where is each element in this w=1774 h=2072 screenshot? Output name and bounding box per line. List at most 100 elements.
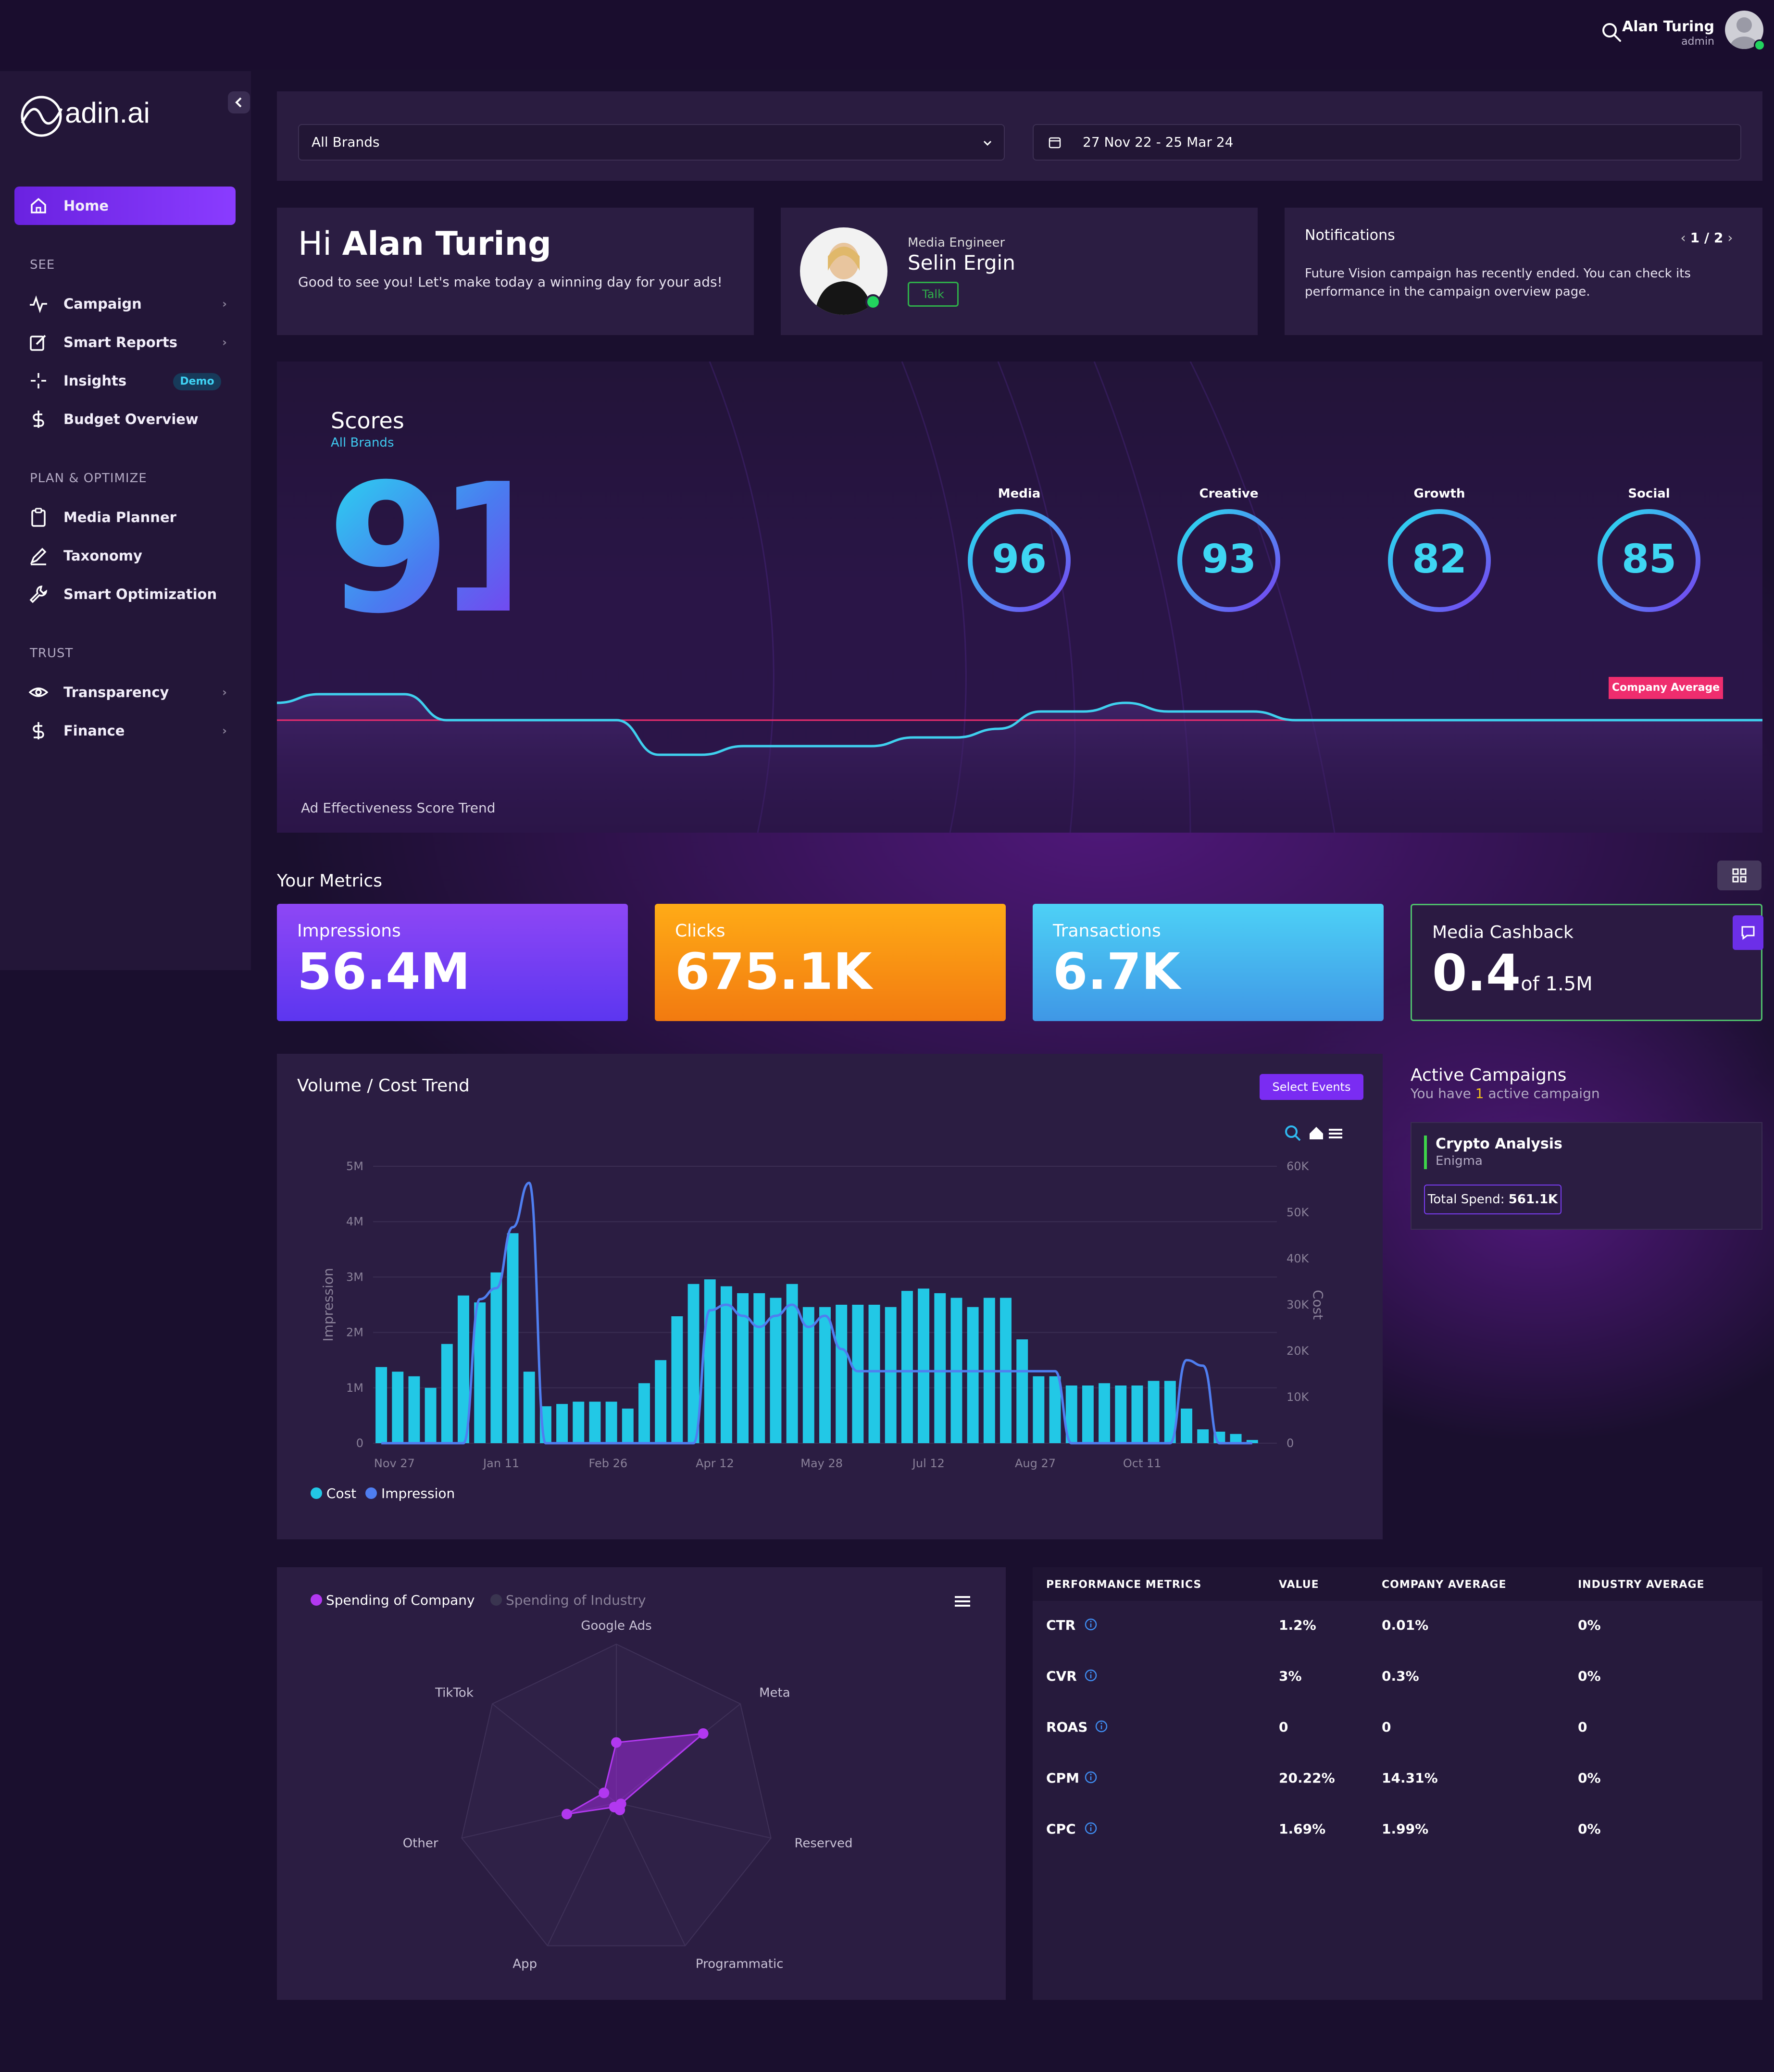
cost-bar[interactable] [852, 1305, 864, 1443]
cost-bar[interactable] [638, 1383, 650, 1443]
impression-line [381, 1182, 1252, 1445]
info-icon[interactable] [1095, 1720, 1108, 1736]
cost-bar[interactable] [523, 1372, 535, 1443]
cost-bar[interactable] [720, 1286, 732, 1443]
campaign-card[interactable] [1411, 1122, 1762, 1230]
info-icon[interactable] [1085, 1669, 1097, 1685]
legend-cost[interactable]: Cost [326, 1485, 357, 1501]
sidebar-item-finance[interactable]: Finance › [14, 711, 236, 750]
sidebar-item-media-planner[interactable]: Media Planner [14, 498, 236, 537]
info-icon[interactable] [1085, 1822, 1097, 1838]
cost-bar[interactable] [1131, 1385, 1143, 1443]
cost-bar[interactable] [737, 1293, 749, 1443]
radar-point[interactable] [562, 1809, 573, 1820]
date-range-picker[interactable]: 27 Nov 22 - 25 Mar 24 [1033, 124, 1741, 161]
cost-bar[interactable] [605, 1401, 617, 1443]
cost-bar[interactable] [1148, 1381, 1160, 1443]
cost-bar[interactable] [458, 1295, 469, 1443]
radar-point[interactable] [599, 1787, 610, 1798]
cost-bar[interactable] [441, 1344, 453, 1443]
user-name[interactable]: Alan Turing [1622, 18, 1714, 35]
cost-bar[interactable] [1115, 1385, 1127, 1443]
zoom-icon[interactable] [1285, 1125, 1301, 1141]
chevron-left-icon[interactable]: ‹ [1680, 230, 1690, 246]
cost-bar[interactable] [770, 1298, 782, 1443]
sidebar-item-label: Media Planner [63, 509, 176, 525]
section-label-see: SEE [30, 258, 55, 272]
cost-bar[interactable] [819, 1307, 831, 1443]
legend-company[interactable]: Spending of Company [326, 1592, 475, 1608]
menu-icon[interactable] [1329, 1129, 1342, 1138]
sidebar-item-taxonomy[interactable]: Taxonomy [14, 537, 236, 575]
select-events-button[interactable]: Select Events [1260, 1074, 1363, 1100]
cost-bar[interactable] [704, 1279, 716, 1443]
cost-bar[interactable] [868, 1305, 880, 1443]
radar-point[interactable] [698, 1728, 709, 1739]
cost-bar[interactable] [1033, 1376, 1045, 1443]
cost-bar[interactable] [1164, 1381, 1176, 1443]
grid-view-button[interactable] [1717, 861, 1762, 890]
cost-bar[interactable] [425, 1387, 437, 1443]
cost-bar[interactable] [885, 1307, 897, 1443]
cost-bar[interactable] [918, 1288, 930, 1443]
cost-bar[interactable] [1230, 1434, 1242, 1443]
avatar[interactable] [1725, 11, 1763, 49]
cost-bar[interactable] [1246, 1440, 1258, 1443]
cost-bar[interactable] [622, 1409, 634, 1443]
chevron-right-icon[interactable]: › [1723, 230, 1733, 246]
x-tick-label: May 28 [800, 1457, 843, 1470]
cost-bar[interactable] [392, 1372, 404, 1443]
sidebar-item-smart-optimization[interactable]: Smart Optimization [14, 575, 236, 613]
sidebar-item-campaign[interactable]: Campaign › [14, 285, 236, 323]
cost-bar[interactable] [1099, 1383, 1111, 1443]
info-icon[interactable] [1085, 1618, 1097, 1634]
cost-bar[interactable] [589, 1401, 601, 1443]
menu-icon[interactable] [955, 1596, 970, 1607]
search-icon[interactable] [1601, 22, 1622, 43]
gauge-ring [1388, 509, 1491, 612]
sidebar-item-budget-overview[interactable]: Budget Overview [14, 400, 236, 438]
sidebar-item-home[interactable]: Home [14, 187, 236, 225]
cost-bar[interactable] [671, 1316, 683, 1443]
info-icon[interactable] [1085, 1771, 1097, 1787]
brand-select[interactable]: All Brands [298, 124, 1005, 161]
cost-bar[interactable] [753, 1293, 765, 1443]
radar-point[interactable] [609, 1801, 620, 1812]
cost-bar[interactable] [1181, 1409, 1192, 1443]
cost-bar[interactable] [687, 1284, 700, 1443]
chat-button[interactable] [1733, 915, 1763, 950]
cost-bar[interactable] [1082, 1385, 1094, 1443]
cost-bar[interactable] [556, 1404, 568, 1443]
company-spend-polygon [562, 1728, 709, 1820]
sidebar-item-insights[interactable]: Insights Demo [14, 362, 236, 400]
cost-bar[interactable] [474, 1302, 486, 1443]
y2-tick-label: 10K [1287, 1390, 1310, 1404]
cost-bar[interactable] [507, 1233, 519, 1443]
collapse-sidebar-button[interactable] [228, 91, 250, 113]
talk-button[interactable]: Talk [908, 282, 959, 307]
cost-bar[interactable] [934, 1293, 946, 1443]
cost-bar[interactable] [967, 1307, 979, 1443]
sidebar-item-transparency[interactable]: Transparency › [14, 673, 236, 711]
trend-area [277, 694, 1762, 833]
spend-value: 561.1K [1508, 1192, 1558, 1207]
legend-industry[interactable]: Spending of Industry [506, 1592, 646, 1608]
cost-bar[interactable] [836, 1305, 848, 1443]
cost-bar[interactable] [786, 1284, 798, 1443]
cost-bar[interactable] [490, 1272, 502, 1443]
cost-bar[interactable] [408, 1376, 420, 1443]
cost-bar[interactable] [1197, 1429, 1209, 1443]
cost-bar[interactable] [375, 1367, 387, 1443]
cost-bar[interactable] [1065, 1385, 1077, 1443]
legend-dot-industry [490, 1594, 502, 1606]
legend-impression[interactable]: Impression [381, 1485, 455, 1501]
cost-bar[interactable] [573, 1401, 585, 1443]
cost-bar[interactable] [802, 1307, 814, 1443]
cost-bar[interactable] [1016, 1339, 1028, 1443]
sidebar-item-smart-reports[interactable]: Smart Reports › [14, 323, 236, 362]
radar-point[interactable] [611, 1737, 622, 1748]
home-icon[interactable] [1310, 1127, 1323, 1139]
cost-bar[interactable] [1049, 1376, 1061, 1443]
cost-bar[interactable] [901, 1291, 913, 1443]
cost-bar[interactable] [655, 1360, 667, 1443]
